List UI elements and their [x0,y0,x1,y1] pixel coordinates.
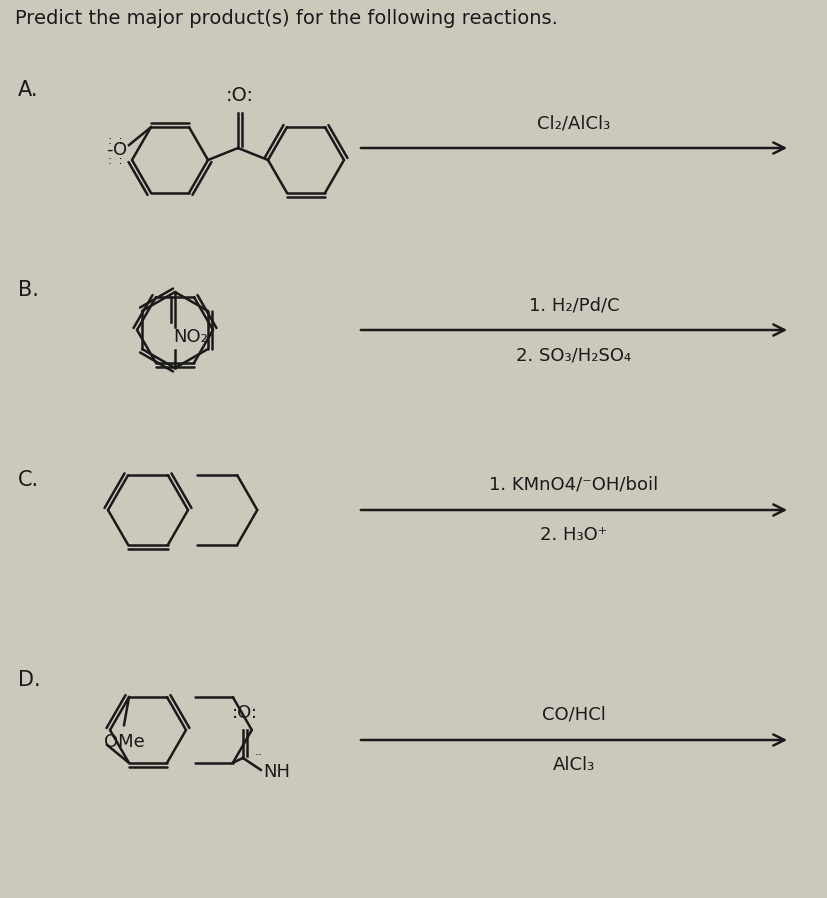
Text: : :: : : [108,154,122,167]
Text: :O:: :O: [226,86,254,105]
Text: CO/HCl: CO/HCl [542,706,605,724]
Text: 2. H₃O⁺: 2. H₃O⁺ [540,526,607,544]
Text: 2. SO₃/H₂SO₄: 2. SO₃/H₂SO₄ [516,346,631,364]
Text: NH: NH [262,763,289,781]
Text: 1. KMnO4/⁻OH/boil: 1. KMnO4/⁻OH/boil [489,476,657,494]
Text: Cl₂/AlCl₃: Cl₂/AlCl₃ [537,114,609,132]
Text: C.: C. [18,470,39,490]
Text: Predict the major product(s) for the following reactions.: Predict the major product(s) for the fol… [15,8,557,28]
Text: B.: B. [18,280,39,300]
Text: D.: D. [18,670,41,690]
Text: AlCl₃: AlCl₃ [552,756,595,774]
Text: -O: -O [106,141,127,159]
Text: ··: ·· [255,749,262,762]
Text: :O:: :O: [232,704,257,722]
Text: 1. H₂/Pd/C: 1. H₂/Pd/C [528,296,619,314]
Text: : :: : : [108,134,122,146]
Text: A.: A. [18,80,38,100]
Text: OMe: OMe [103,733,144,751]
Text: NO₂: NO₂ [173,328,208,346]
